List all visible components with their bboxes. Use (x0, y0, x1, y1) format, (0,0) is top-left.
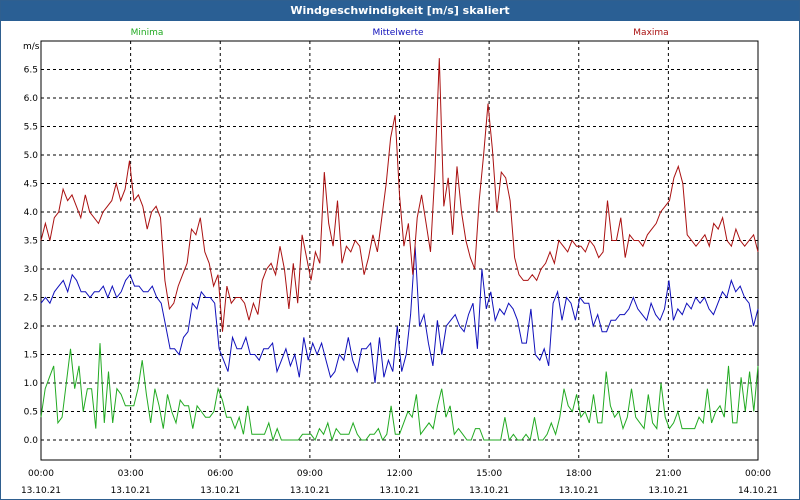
series-line-mittelwerte (40, 246, 759, 384)
x-tick-date: 13.10.21 (290, 486, 330, 496)
y-tick-label: 0.5 (24, 408, 38, 418)
x-tick-time: 12:00 (387, 469, 413, 479)
x-tick-time: 06:00 (207, 469, 233, 479)
x-tick-date: 14.10.21 (738, 486, 778, 496)
y-tick-label: 2.5 (24, 294, 38, 304)
x-tick-time: 21:00 (655, 469, 681, 479)
legend-minima: Minima (131, 28, 164, 38)
window-title: Windgeschwindigkeit [m/s] skaliert (1, 1, 799, 21)
x-tick-time: 00:00 (28, 469, 54, 479)
y-tick-label: 6.0 (24, 94, 39, 104)
x-tick-time: 09:00 (297, 469, 323, 479)
y-tick-label: 6.5 (24, 66, 38, 76)
y-tick-label: 4.5 (24, 180, 38, 190)
y-tick-label: 5.5 (24, 123, 38, 133)
y-axis-label: m/s (23, 42, 40, 52)
y-tick-label: 4.0 (24, 208, 39, 218)
series-line-maxima (40, 58, 759, 332)
y-tick-label: 0.0 (24, 436, 39, 446)
x-tick-date: 13.10.21 (21, 486, 61, 496)
x-tick-date: 13.10.21 (559, 486, 599, 496)
legend: Minima Mittelwerte Maxima (131, 28, 669, 38)
legend-mittelwerte: Mittelwerte (372, 28, 423, 38)
y-tick-label: 5.0 (24, 151, 39, 161)
x-tick-date: 13.10.21 (469, 486, 509, 496)
legend-maxima: Maxima (633, 28, 668, 38)
y-tick-label: 3.5 (24, 237, 38, 247)
x-tick-date: 13.10.21 (648, 486, 688, 496)
x-axis-ticks: 00:00 13.10.21 03:00 13.10.21 06:00 13.10.21 0… (21, 469, 778, 496)
x-tick-time: 18:00 (566, 469, 592, 479)
grid-lines (40, 40, 759, 461)
x-tick-time: 00:00 (745, 469, 771, 479)
y-tick-label: 2.0 (24, 322, 39, 332)
y-tick-label: 1.0 (24, 379, 39, 389)
y-tick-label: 1.5 (24, 351, 38, 361)
x-tick-date: 13.10.21 (379, 486, 419, 496)
x-tick-date: 13.10.21 (200, 486, 240, 496)
series-lines (40, 58, 759, 442)
x-tick-time: 15:00 (476, 469, 502, 479)
x-tick-date: 13.10.21 (111, 486, 151, 496)
series-line-minima (40, 343, 759, 442)
x-tick-time: 03:00 (118, 469, 144, 479)
y-axis-ticks: 0.0 0.5 1.0 1.5 2.0 2.5 3.0 3.5 4.0 4.5 5.0 5.5 6.0 6… (24, 66, 39, 447)
y-tick-label: 3.0 (24, 265, 39, 275)
